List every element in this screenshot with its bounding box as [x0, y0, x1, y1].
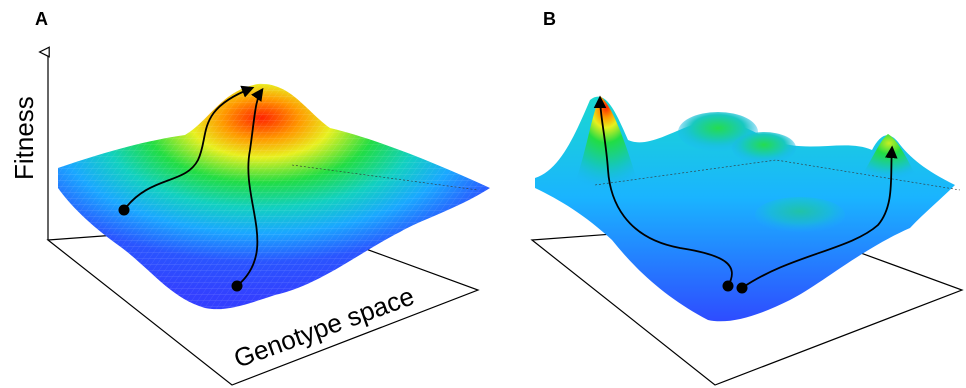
path-arrow-b2 [741, 145, 898, 289]
bump-b2 [732, 132, 796, 164]
path-arrow-a1 [123, 85, 255, 211]
fitness-axis-label: Fitness [9, 96, 39, 180]
hidden-edge-b [594, 159, 961, 191]
panel-b: B [530, 9, 964, 386]
surface-mesh-a [58, 83, 490, 310]
panel-label-b: B [543, 9, 556, 29]
hidden-edge-a [291, 164, 479, 191]
panel-label-a: A [35, 9, 48, 29]
fitness-surface-b [535, 96, 955, 322]
panel-a: A Fitness Genotype space [9, 9, 490, 386]
path-arrow-a2 [236, 87, 264, 287]
bump-b3 [755, 197, 845, 233]
path-arrow-b1 [593, 95, 733, 287]
